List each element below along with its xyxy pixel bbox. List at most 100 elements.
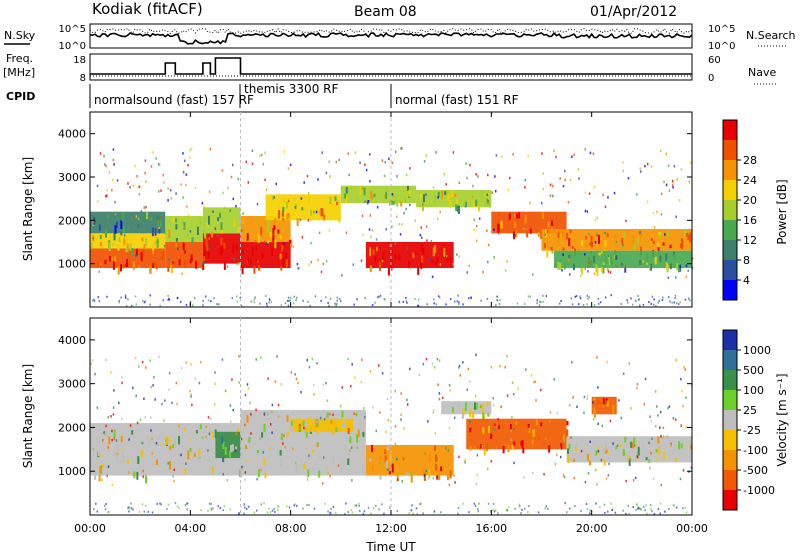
power-speck	[329, 197, 332, 204]
power-speck	[540, 232, 543, 239]
power-speck	[421, 206, 424, 212]
power-speck	[600, 250, 603, 254]
power-ground-scatter	[593, 304, 596, 307]
power-ground-scatter	[599, 301, 602, 304]
velocity-speck	[487, 425, 490, 434]
power-ground-scatter	[454, 300, 456, 303]
velocity-cbar-swatch	[723, 370, 737, 390]
power-speck	[605, 256, 608, 264]
velocity-scatter	[323, 418, 326, 421]
velocity-ground-scatter	[420, 502, 422, 505]
velocity-speck	[606, 400, 609, 407]
power-scatter	[604, 231, 606, 235]
velocity-speck	[305, 429, 308, 438]
velocity-scatter	[238, 381, 240, 384]
velocity-ground-scatter	[507, 506, 510, 509]
power-speck	[551, 220, 554, 227]
power-speck	[210, 232, 213, 238]
velocity-ground-scatter	[673, 504, 675, 507]
power-scatter	[580, 274, 582, 277]
power-scatter	[394, 150, 397, 154]
power-speck	[547, 221, 550, 228]
power-speck	[219, 212, 222, 219]
power-scatter	[300, 197, 303, 200]
velocity-scatter	[532, 380, 535, 384]
power-scatter	[325, 171, 328, 175]
velocity-scatter	[295, 377, 298, 381]
velocity-speck	[172, 443, 175, 449]
power-colorbar-label: Power [dB]	[775, 179, 789, 244]
velocity-scatter	[504, 366, 506, 369]
power-speck	[282, 258, 285, 267]
velocity-scatter	[387, 468, 389, 472]
power-speck	[389, 257, 392, 262]
velocity-ground-scatter	[210, 502, 212, 505]
power-scatter	[273, 196, 275, 199]
velocity-scatter	[636, 386, 638, 390]
velocity-speck	[286, 415, 289, 422]
power-ground-scatter	[259, 302, 261, 305]
velocity-ground-scatter	[412, 512, 414, 515]
power-scatter	[635, 193, 638, 196]
velocity-ground-scatter	[184, 504, 187, 507]
velocity-scatter	[190, 363, 192, 366]
velocity-speck	[335, 427, 338, 433]
power-speck	[488, 202, 491, 208]
velocity-scatter	[306, 478, 309, 481]
velocity-speck	[298, 426, 301, 431]
power-cbar-swatch	[723, 220, 737, 240]
power-scatter	[405, 207, 408, 211]
power-ground-scatter	[406, 301, 408, 304]
velocity-scatter	[626, 437, 629, 441]
power-scatter	[137, 217, 140, 221]
velocity-scatter	[513, 427, 515, 431]
velocity-scatter	[110, 371, 112, 374]
velocity-scatter	[229, 404, 232, 407]
velocity-ground-scatter	[207, 509, 209, 512]
velocity-speck	[212, 466, 215, 474]
beam-title: Beam 08	[354, 4, 417, 20]
power-ground-scatter	[320, 299, 322, 302]
power-scatter	[108, 171, 111, 174]
velocity-scatter	[241, 465, 243, 469]
velocity-speck	[235, 446, 238, 450]
velocity-scatter	[284, 445, 286, 449]
power-scatter	[389, 244, 391, 248]
velocity-scatter	[250, 413, 252, 416]
velocity-ground-scatter	[222, 509, 225, 512]
velocity-scatter	[685, 396, 687, 399]
velocity-speck	[634, 440, 637, 445]
power-speck	[171, 267, 174, 274]
cpid-strip: CPID normalsound (fast) 157 RF themis 33…	[6, 82, 519, 108]
velocity-scatter	[510, 429, 513, 432]
velocity-scatter	[295, 461, 297, 465]
velocity-speck	[602, 449, 605, 455]
velocity-scatter	[325, 381, 327, 385]
velocity-scatter	[534, 380, 536, 384]
power-speck	[122, 264, 125, 269]
power-speck	[123, 238, 126, 246]
power-scatter	[569, 178, 572, 182]
power-scatter	[475, 172, 477, 176]
velocity-scatter	[448, 384, 451, 387]
power-ground-scatter	[192, 304, 194, 307]
velocity-speck	[615, 446, 618, 450]
power-scatter	[680, 168, 683, 171]
velocity-speck	[604, 443, 607, 451]
power-scatter	[365, 168, 368, 172]
power-ground-scatter	[295, 296, 298, 299]
power-speck	[658, 231, 661, 236]
power-ground-scatter	[597, 302, 600, 305]
power-scatter	[296, 262, 299, 266]
power-speck	[274, 239, 277, 249]
power-speck	[385, 186, 388, 193]
power-scatter	[642, 260, 644, 263]
power-speck	[400, 201, 403, 207]
velocity-scatter	[506, 394, 509, 397]
power-scatter	[587, 270, 589, 273]
power-scatter	[573, 153, 575, 157]
velocity-ground-scatter	[523, 507, 526, 510]
power-scatter	[237, 177, 240, 181]
power-scatter	[486, 173, 489, 177]
